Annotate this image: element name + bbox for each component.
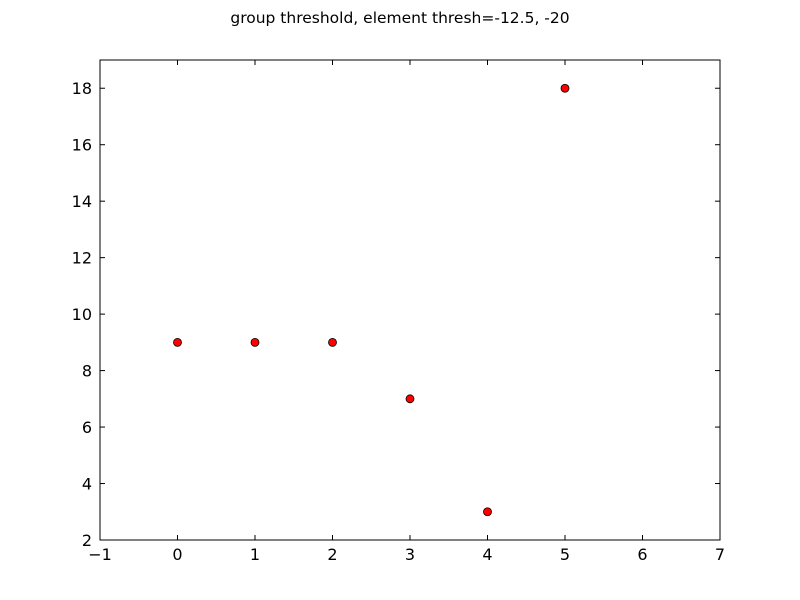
x-tick-label: 0 (172, 545, 182, 564)
y-tick-label: 14 (72, 192, 92, 211)
x-tick-label: 5 (560, 545, 570, 564)
x-tick-label: 1 (250, 545, 260, 564)
x-tick-label: −1 (88, 545, 112, 564)
y-tick-label: 12 (72, 249, 92, 268)
data-point (250, 337, 260, 347)
x-tick-label: 6 (637, 545, 647, 564)
chart-title: group threshold, element thresh=-12.5, -… (230, 9, 570, 27)
y-tick-label: 16 (72, 136, 92, 155)
data-point (483, 507, 492, 517)
x-tick-label: 3 (405, 545, 415, 564)
data-point (560, 83, 570, 93)
x-tick-label: 4 (482, 545, 492, 564)
plot-area (100, 60, 720, 540)
y-tick-label: 2 (82, 531, 92, 550)
y-tick-label: 10 (72, 305, 92, 324)
x-tick-label: 7 (715, 545, 725, 564)
y-tick-label: 4 (82, 475, 92, 494)
y-tick-label: 18 (72, 79, 92, 98)
x-tick-label: 2 (327, 545, 337, 564)
data-point (328, 337, 337, 347)
y-tick-label: 8 (82, 362, 92, 381)
y-tick-label: 6 (82, 418, 92, 437)
data-point (173, 337, 182, 347)
data-point (405, 394, 415, 404)
plot-frame (99, 59, 721, 541)
